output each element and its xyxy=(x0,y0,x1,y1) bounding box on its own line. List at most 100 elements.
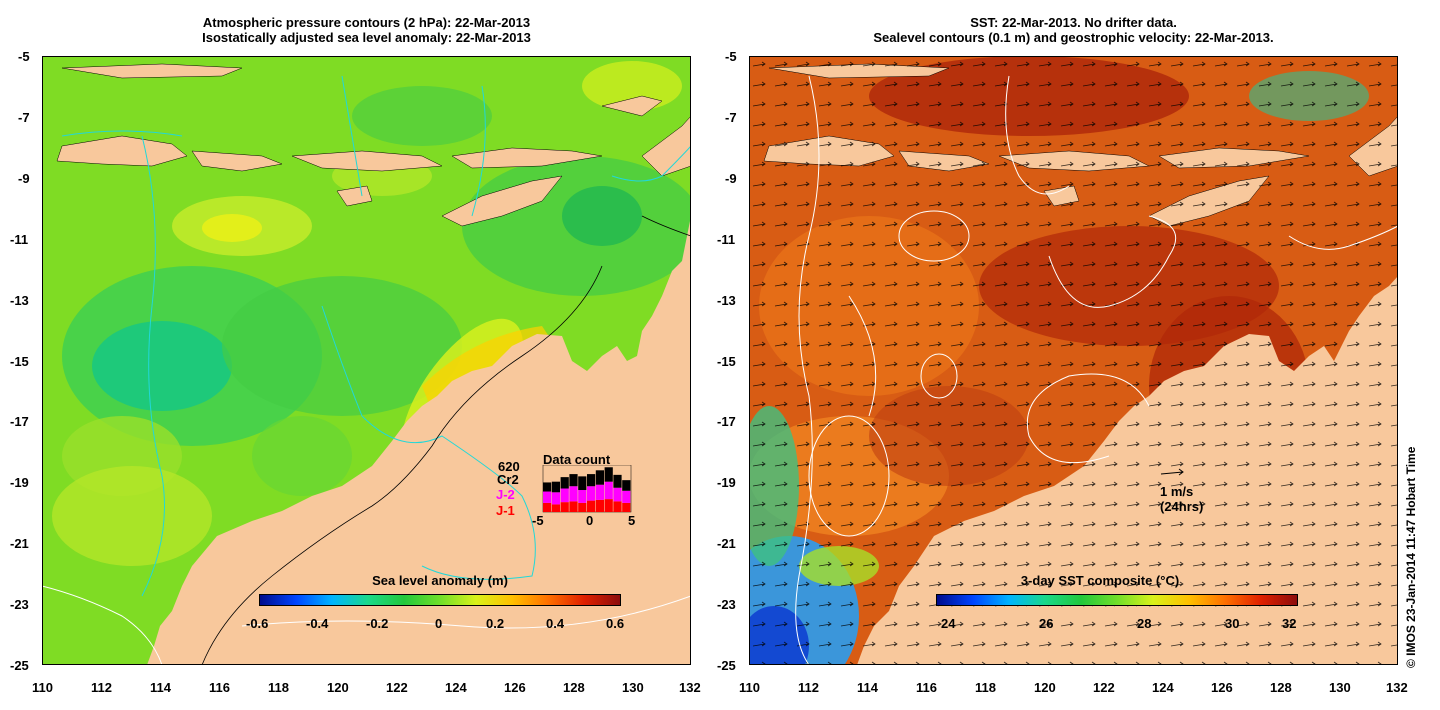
left-lon-tick: 118 xyxy=(268,680,289,695)
j1-bar xyxy=(543,502,552,512)
right-title-line1: SST: 22-Mar-2013. No drifter data. xyxy=(970,15,1177,30)
j2-bar xyxy=(543,491,552,503)
j2-bar xyxy=(578,490,587,503)
left-lon-tick: 120 xyxy=(327,680,349,695)
sla-colorbar-tick: -0.2 xyxy=(366,616,389,631)
cr2-bar xyxy=(543,482,552,492)
sla-colorbar-tick: 0.6 xyxy=(606,616,625,631)
left-title-line2: Isostatically adjusted sea level anomaly… xyxy=(202,30,531,45)
j2-bar xyxy=(587,486,596,501)
right-lon-tick: 126 xyxy=(1211,680,1233,695)
data-count-histogram xyxy=(542,465,632,513)
sst-colorbar-tick: 28 xyxy=(1137,616,1152,631)
left-lon-tick: 110 xyxy=(32,680,53,695)
right-lon-tick: 132 xyxy=(1386,680,1408,695)
sealevel-contours xyxy=(795,75,1398,665)
j1-bar xyxy=(613,501,622,512)
j1-bar xyxy=(587,500,596,512)
cr2-bar xyxy=(569,474,578,487)
j1-bar xyxy=(604,499,613,512)
right-lat-tick: -19 xyxy=(717,475,736,490)
geostrophic-velocity-arrows xyxy=(749,56,1398,665)
right-lat-tick: -7 xyxy=(725,110,737,125)
j1-bar xyxy=(560,502,569,512)
right-lat-tick: -13 xyxy=(717,293,736,308)
cr2-bar xyxy=(587,474,596,487)
right-lon-tick: 118 xyxy=(975,680,996,695)
cr2-bar xyxy=(595,470,604,485)
right-lat-tick: -21 xyxy=(717,536,736,551)
cr2-bar xyxy=(613,474,622,488)
sla-colorbar-tick: 0 xyxy=(435,616,443,631)
cr2-bar xyxy=(560,477,569,489)
velocity-scale-period: (24hrs) xyxy=(1160,499,1204,514)
right-lat-tick: -9 xyxy=(725,171,737,186)
j1-bar xyxy=(569,501,578,512)
right-title-line2: Sealevel contours (0.1 m) and geostrophi… xyxy=(873,30,1274,45)
right-lon-tick: 114 xyxy=(857,680,878,695)
right-lon-tick: 112 xyxy=(798,680,819,695)
left-lon-tick: 124 xyxy=(445,680,467,695)
right-map-frame xyxy=(749,56,1398,665)
left-lat-tick: -15 xyxy=(10,354,29,369)
mission-label-j2: J-2 xyxy=(496,487,515,502)
left-lon-tick: 126 xyxy=(504,680,526,695)
sla-colorbar-tick: -0.4 xyxy=(306,616,329,631)
imos-credit: © IMOS 23-Jan-2014 11:47 Hobart Time xyxy=(1404,446,1418,668)
data-count-title: Data count xyxy=(543,452,611,467)
sea-level-anomaly-map[interactable] xyxy=(42,56,691,665)
sst-colorbar-tick: 26 xyxy=(1039,616,1054,631)
left-lat-tick: -13 xyxy=(10,293,29,308)
sst-colorbar-title: 3-day SST composite (°C) xyxy=(1020,573,1180,588)
j2-bar xyxy=(551,492,560,505)
mission-label-j1: J-1 xyxy=(496,503,515,518)
sst-colorbar-tick-32: 32 xyxy=(1282,616,1297,631)
sst-svg xyxy=(749,56,1398,665)
data-count-xtick: 0 xyxy=(586,513,594,528)
left-lat-tick: -21 xyxy=(10,536,29,551)
australia-land-left xyxy=(147,186,691,665)
j1-bar xyxy=(578,502,587,512)
sla-colorbar xyxy=(259,594,621,606)
sst-colorbar-tick-30: 30 xyxy=(1225,616,1240,631)
data-count-xtick: -5 xyxy=(532,513,544,528)
cr2-bar xyxy=(551,481,560,493)
left-lat-tick: -7 xyxy=(18,110,30,125)
sea-level-anomaly-svg xyxy=(42,56,691,665)
right-panel-title: SST: 22-Mar-2013. No drifter data. Seale… xyxy=(749,15,1398,45)
right-lon-tick: 124 xyxy=(1152,680,1174,695)
left-title-line1: Atmospheric pressure contours (2 hPa): 2… xyxy=(202,15,531,30)
left-panel-title: Atmospheric pressure contours (2 hPa): 2… xyxy=(42,15,691,45)
left-lat-tick: -17 xyxy=(10,414,29,429)
right-lat-tick: -23 xyxy=(717,597,736,612)
j2-bar xyxy=(569,486,578,502)
cr2-bar xyxy=(578,476,587,491)
j1-bar xyxy=(551,504,560,512)
sla-colorbar-title: Sea level anomaly (m) xyxy=(372,573,508,588)
data-count-xtick: 5 xyxy=(628,513,636,528)
island-group-left xyxy=(56,63,691,227)
right-lon-tick: 128 xyxy=(1270,680,1292,695)
right-lon-tick: 130 xyxy=(1329,680,1351,695)
left-lat-tick: -11 xyxy=(10,232,29,247)
mission-label-cr2: Cr2 xyxy=(497,472,519,487)
j1-bar xyxy=(595,499,604,512)
velocity-scale-arrow xyxy=(1160,468,1184,476)
sla-colorbar-tick: -0.6 xyxy=(246,616,269,631)
left-lon-tick: 128 xyxy=(563,680,585,695)
cr2-bar xyxy=(604,467,613,482)
left-lat-tick: -19 xyxy=(10,475,29,490)
left-lon-tick: 130 xyxy=(622,680,644,695)
sst-colorbar-tick: 24 xyxy=(941,616,956,631)
left-lon-tick: 132 xyxy=(679,680,701,695)
left-lat-tick: -25 xyxy=(10,658,29,673)
right-lat-tick: -11 xyxy=(717,232,736,247)
right-lon-tick: 116 xyxy=(916,680,937,695)
right-lon-tick: 120 xyxy=(1034,680,1056,695)
left-lat-tick: -23 xyxy=(10,597,29,612)
right-lat-tick: -15 xyxy=(717,354,736,369)
j2-bar xyxy=(622,490,631,503)
sst-map[interactable] xyxy=(749,56,1398,665)
sla-colorbar-tick: 0.2 xyxy=(486,616,505,631)
right-lat-tick: -5 xyxy=(725,49,737,64)
